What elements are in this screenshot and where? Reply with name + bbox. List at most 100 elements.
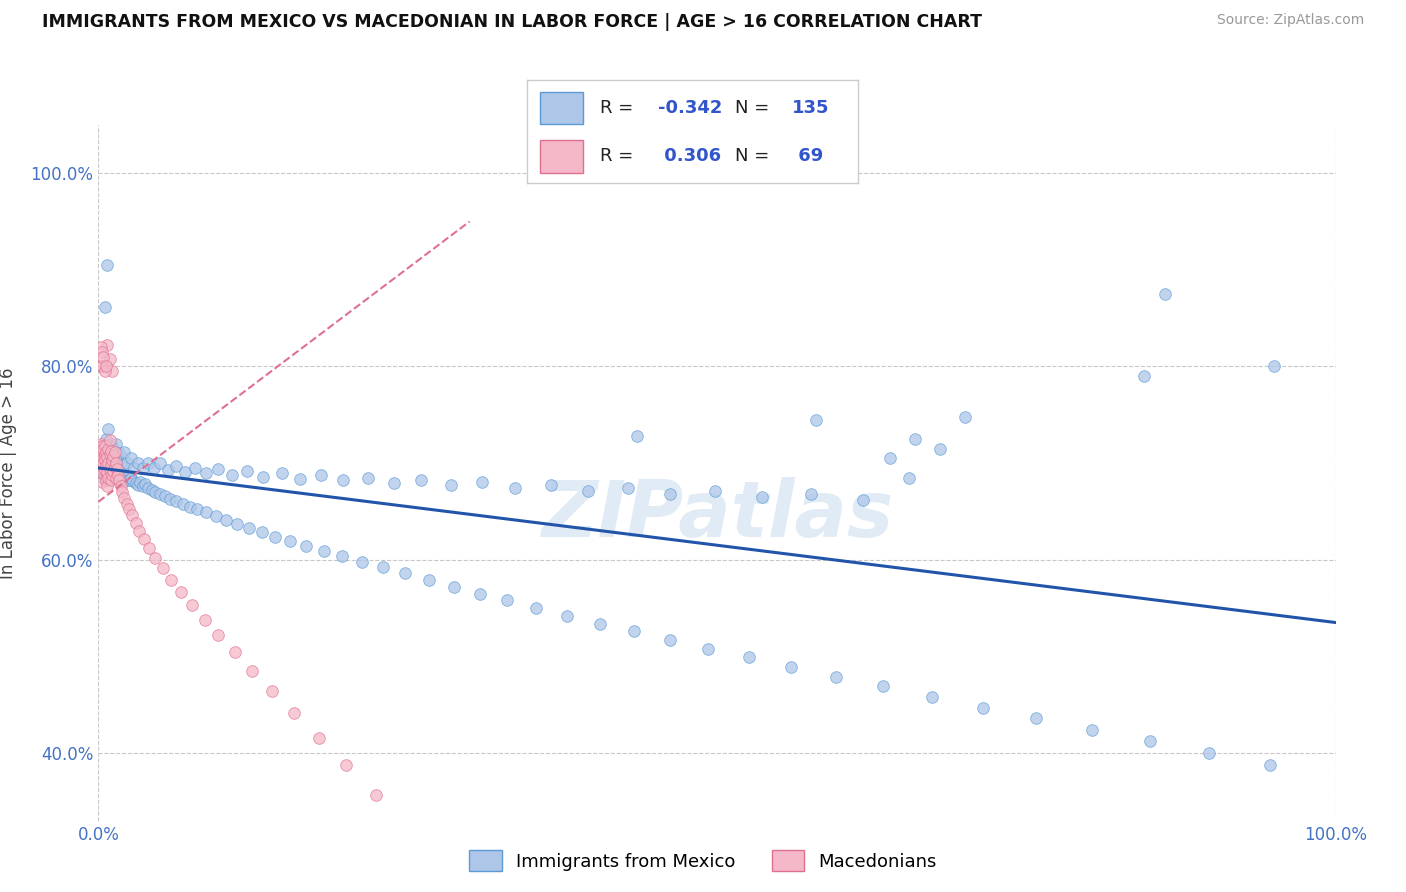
Point <box>240 664 263 678</box>
Point <box>215 513 238 527</box>
Point <box>103 456 125 470</box>
Point <box>97 442 120 456</box>
Point <box>141 483 163 498</box>
Point <box>93 364 115 378</box>
Point <box>107 469 129 483</box>
Point <box>411 473 433 487</box>
Point <box>118 502 141 516</box>
Point <box>115 469 138 483</box>
Point <box>1025 711 1047 725</box>
Point <box>93 464 115 478</box>
Point <box>90 461 112 475</box>
Point <box>260 684 283 698</box>
Point <box>96 450 118 465</box>
Point <box>91 359 114 374</box>
Point <box>335 757 357 772</box>
Point <box>124 476 146 491</box>
Point <box>103 469 125 483</box>
Point <box>143 485 166 500</box>
Point <box>540 478 562 492</box>
Point <box>350 555 373 569</box>
Point <box>1258 757 1281 772</box>
Point <box>94 359 117 374</box>
Point <box>136 481 159 495</box>
Point <box>121 508 143 523</box>
Point <box>93 463 115 477</box>
Point <box>103 442 125 456</box>
Point <box>288 471 311 485</box>
Text: 135: 135 <box>792 99 830 117</box>
Point <box>124 461 146 475</box>
Point <box>165 458 187 473</box>
Point <box>330 549 353 563</box>
Point <box>118 474 141 488</box>
Point <box>149 487 172 501</box>
Point <box>238 521 260 535</box>
Text: IMMIGRANTS FROM MEXICO VS MACEDONIAN IN LABOR FORCE | AGE > 16 CORRELATION CHART: IMMIGRANTS FROM MEXICO VS MACEDONIAN IN … <box>42 13 983 31</box>
Point <box>195 466 218 480</box>
Text: N =: N = <box>735 99 775 117</box>
Point <box>143 461 166 475</box>
Point <box>96 469 118 483</box>
Point <box>278 534 301 549</box>
Point <box>93 439 115 453</box>
Point <box>96 338 118 352</box>
Point <box>93 451 115 466</box>
Point <box>93 466 115 480</box>
Point <box>127 478 149 492</box>
Point <box>181 598 204 612</box>
Point <box>972 700 994 714</box>
Point <box>94 458 117 473</box>
Point <box>103 464 125 478</box>
Point <box>98 469 121 483</box>
Point <box>132 479 155 493</box>
Point <box>1081 723 1104 737</box>
Point <box>108 467 131 482</box>
Point <box>205 509 228 524</box>
Point <box>160 573 183 587</box>
Point <box>96 465 118 479</box>
Point <box>110 479 132 493</box>
Point <box>97 456 120 470</box>
Point <box>103 460 125 475</box>
Point <box>101 456 124 470</box>
Point <box>897 470 920 484</box>
Point <box>97 422 120 436</box>
Point <box>120 451 142 466</box>
Point <box>418 573 440 587</box>
Point <box>103 445 125 459</box>
Point <box>103 470 125 484</box>
Point <box>659 487 682 501</box>
Point <box>103 464 125 478</box>
Point <box>697 641 720 656</box>
Point <box>111 467 134 482</box>
Point <box>165 493 187 508</box>
Point <box>93 300 115 314</box>
Point <box>98 447 121 461</box>
Point <box>114 474 136 488</box>
Point <box>94 444 117 458</box>
Point <box>93 350 115 364</box>
Point <box>93 446 115 460</box>
Point <box>91 466 114 480</box>
Point <box>433 858 456 872</box>
Point <box>127 456 149 470</box>
Point <box>308 731 330 745</box>
Point <box>108 446 131 460</box>
Point <box>332 474 354 488</box>
Point <box>1154 287 1177 301</box>
Point <box>93 467 115 482</box>
Point <box>101 453 124 467</box>
Point <box>90 451 112 466</box>
Point <box>186 502 208 516</box>
Point <box>174 465 197 479</box>
Point <box>394 566 416 581</box>
Text: 69: 69 <box>792 147 823 165</box>
Point <box>623 624 645 639</box>
Point <box>105 462 128 476</box>
Point <box>134 477 156 491</box>
Point <box>98 456 121 470</box>
Point <box>398 822 420 836</box>
Point <box>824 670 846 684</box>
Point <box>112 469 135 483</box>
